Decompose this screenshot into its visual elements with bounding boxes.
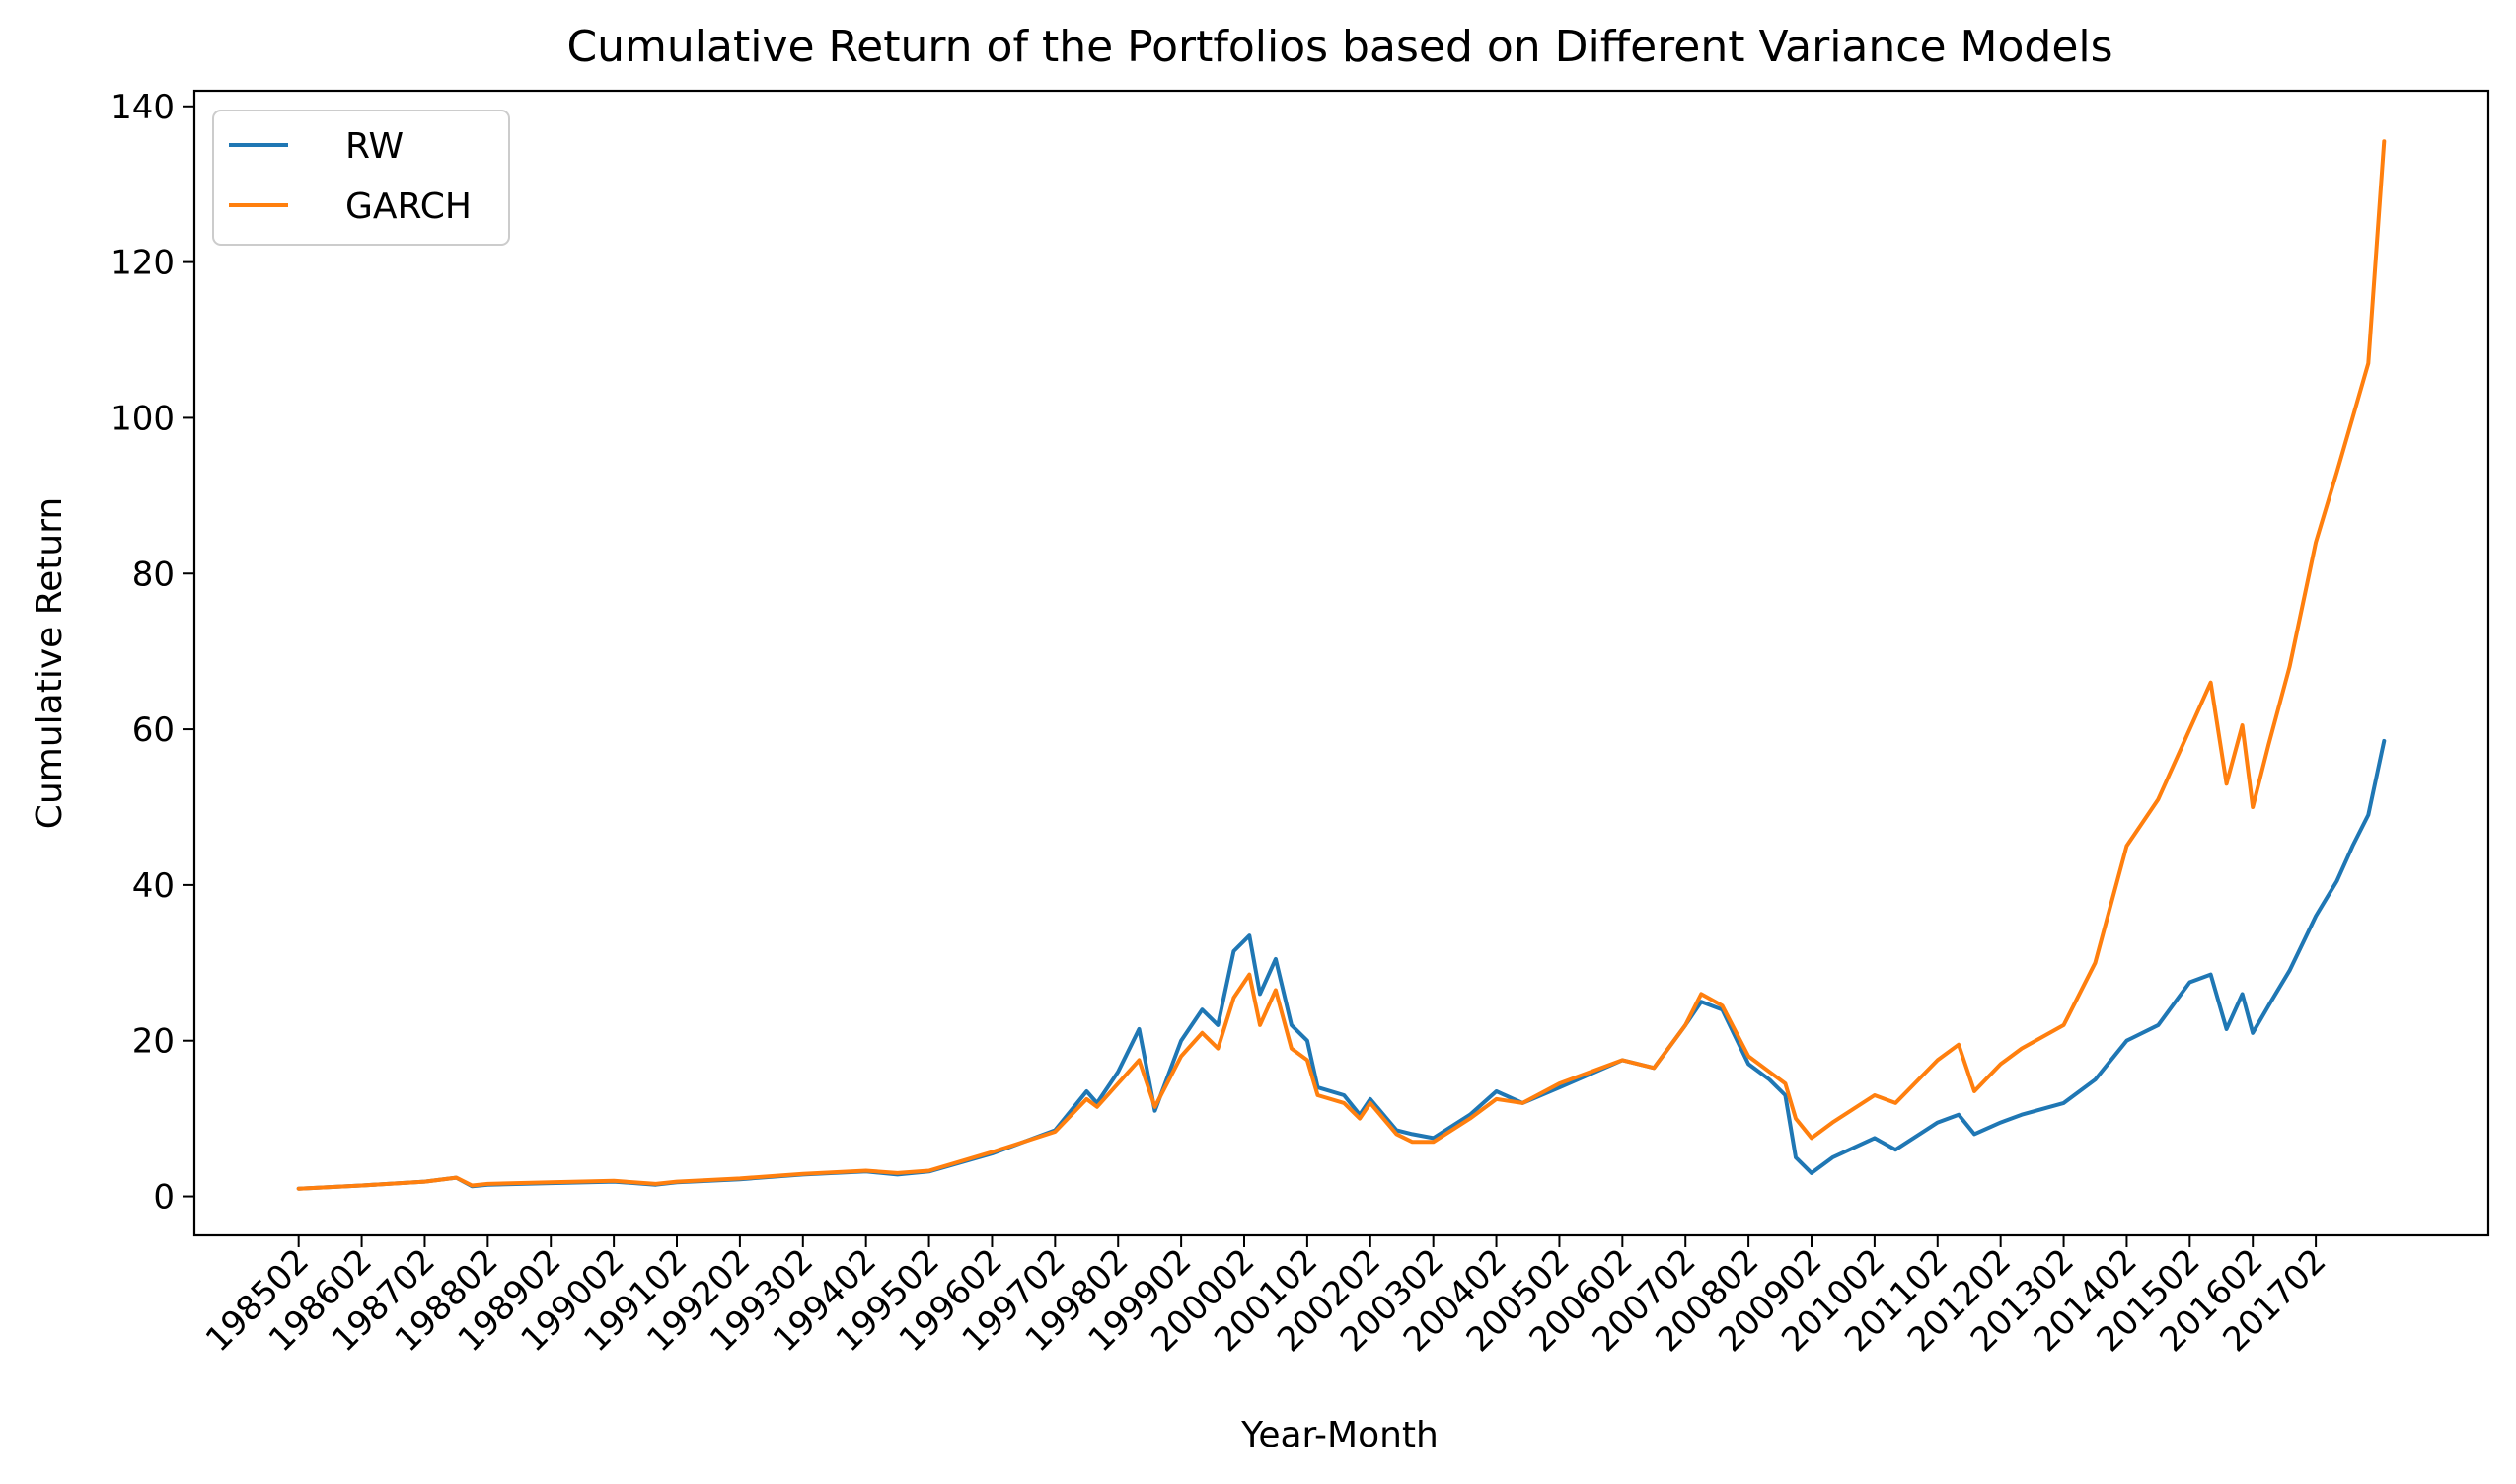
y-tick-label: 140	[111, 88, 175, 127]
y-axis-label: Cumulative Return	[30, 497, 70, 829]
plot-area	[296, 139, 2387, 1191]
y-tick-label: 0	[153, 1178, 175, 1218]
series-line-garch	[296, 139, 2387, 1191]
y-tick-label: 40	[132, 866, 175, 906]
x-axis-label: Year-Month	[1240, 1415, 1439, 1455]
y-axis: 0 20 40 60 80 100 120 140	[111, 88, 194, 1218]
y-tick-label: 120	[111, 244, 175, 283]
y-tick-label: 80	[132, 555, 175, 594]
chart-title: Cumulative Return of the Portfolios base…	[566, 22, 2112, 72]
legend: RW GARCH	[212, 110, 510, 246]
y-tick-label: 20	[132, 1022, 175, 1062]
y-tick-label: 100	[111, 399, 175, 438]
legend-label-garch: GARCH	[345, 186, 472, 227]
plot-frame	[192, 89, 2490, 1237]
y-tick-label: 60	[132, 710, 175, 750]
legend-label-rw: RW	[345, 126, 404, 167]
